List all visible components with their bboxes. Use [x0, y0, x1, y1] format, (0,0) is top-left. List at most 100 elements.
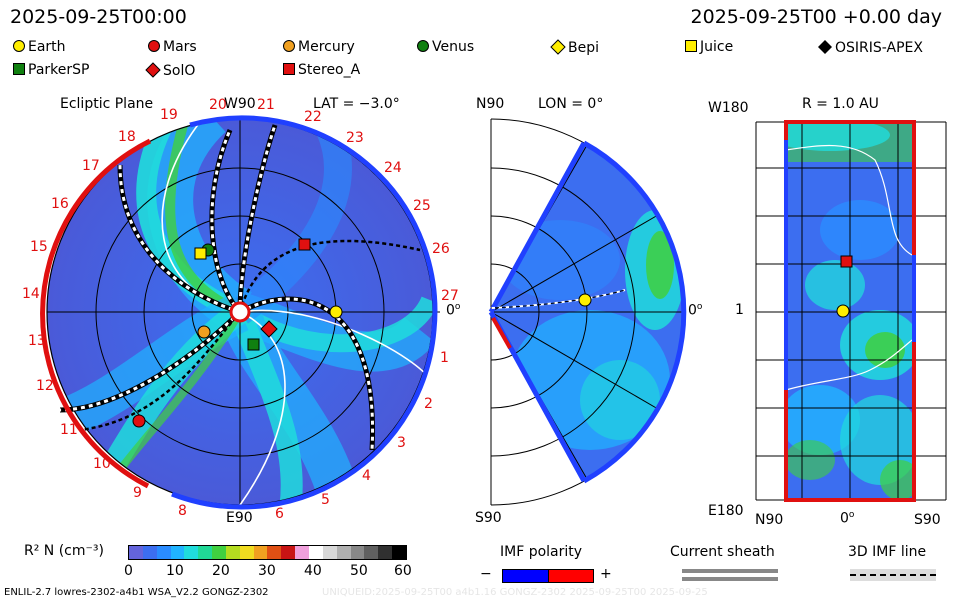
colorbar-tick: 0	[124, 563, 133, 579]
legend-item-solo: SolO	[145, 62, 195, 79]
carrington-label: 18	[118, 129, 136, 145]
solo-marker	[260, 320, 278, 338]
mars-marker	[132, 414, 146, 428]
imf-polarity-rim-left	[40, 138, 152, 489]
colorbar-swatch	[322, 546, 337, 559]
legend-item-mars: Mars	[147, 39, 197, 55]
ecliptic-right-label: 0o	[446, 302, 461, 319]
ecliptic-title: Ecliptic Plane	[60, 96, 154, 112]
carrington-label: 6	[275, 506, 284, 522]
carrington-label: 4	[362, 468, 371, 484]
legend-item-juice: Juice	[684, 39, 733, 55]
colorbar-swatch	[253, 546, 268, 559]
colorbar-swatch	[239, 546, 254, 559]
imf3d-swatch-line	[850, 574, 936, 576]
legend-item-bepi: Bepi	[550, 39, 599, 56]
colorbar-swatch	[281, 546, 296, 559]
colorbar-swatch	[212, 546, 226, 559]
juice-marker	[194, 247, 207, 260]
juice-marker-icon	[685, 40, 697, 52]
carrington-label: 21	[257, 97, 275, 113]
meridional-right-label: 0o	[688, 302, 703, 319]
earth-marker-meridional	[578, 293, 592, 307]
carrington-label: 15	[30, 239, 48, 255]
carrington-label: 27	[441, 288, 459, 304]
current-sheath-swatch-bottom	[682, 577, 778, 581]
carrington-label: 9	[133, 485, 142, 501]
legend-item-mercury: Mercury	[282, 39, 355, 55]
imf-polarity-plus: +	[600, 566, 612, 582]
colorbar-swatch	[364, 546, 379, 559]
earth-marker-sphere	[836, 304, 850, 318]
parkersp-marker-icon	[13, 63, 25, 75]
imf3d-title: 3D IMF line	[848, 544, 927, 560]
carrington-label: 1	[440, 350, 449, 366]
colorbar-swatch	[336, 546, 351, 559]
meridional-bottom-label: S90	[475, 510, 502, 526]
imf-polarity-positive-swatch	[548, 569, 594, 583]
timestamp-right: 2025-09-25T00 +0.00 day	[690, 6, 942, 28]
colorbar-tick: 50	[350, 563, 368, 579]
current-sheath-swatch-top	[682, 569, 778, 573]
meridional-imf-line	[490, 289, 626, 309]
carrington-label: 5	[321, 492, 330, 508]
current-sheath-lines	[59, 124, 421, 451]
meridional-red-edge	[491, 317, 512, 349]
legend-item-earth: Earth	[12, 39, 66, 55]
carrington-label: 3	[397, 435, 406, 451]
sphere-density	[786, 122, 914, 500]
imf-polarity-minus: −	[480, 566, 492, 582]
osiris-apex-marker-icon	[818, 40, 832, 54]
sphere-x-mid-label: 0o	[840, 510, 855, 527]
carrington-label: 17	[82, 158, 100, 174]
bepi-marker-icon	[550, 39, 566, 55]
imf-polarity-rim-right	[171, 115, 438, 510]
legend-label: Juice	[700, 39, 734, 55]
sphere-r-label: R = 1.0 AU	[802, 96, 879, 112]
colorbar-swatch	[308, 546, 323, 559]
carrington-label: 26	[432, 241, 450, 257]
sphere-mid-left-label: 1	[735, 302, 744, 318]
sphere-x-right-label: S90	[914, 512, 941, 528]
parkersp-marker	[247, 338, 260, 351]
legend-label: Stereo_A	[298, 62, 361, 78]
colorbar-tick: 40	[304, 563, 322, 579]
sphere-top-left-label: W180	[708, 100, 749, 116]
ecliptic-top-label: W90	[224, 96, 256, 112]
carrington-label: 22	[304, 109, 322, 125]
legend-item-stereo-a: Stereo_A	[282, 62, 360, 78]
colorbar-swatch	[156, 546, 171, 559]
colorbar-swatch	[267, 546, 282, 559]
colorbar-swatch	[295, 546, 309, 559]
legend-label: Venus	[432, 39, 475, 55]
legend-label: SolO	[163, 63, 196, 79]
legend-label: Mars	[163, 39, 197, 55]
ecliptic-bottom-label: E90	[226, 510, 253, 526]
mercury-marker-icon	[283, 40, 295, 52]
sphere-sheath-lower	[785, 339, 913, 391]
colorbar-swatch	[350, 546, 365, 559]
mars-marker-icon	[148, 40, 160, 52]
stereo-a-marker	[298, 238, 311, 251]
mercury-marker	[197, 325, 211, 339]
timestamp-left: 2025-09-25T00:00	[10, 6, 187, 28]
colorbar-tick: 60	[394, 563, 412, 579]
carrington-label: 25	[413, 198, 431, 214]
colorbar-swatch	[184, 546, 199, 559]
carrington-label: 14	[22, 286, 40, 302]
legend-label: OSIRIS-APEX	[835, 40, 923, 56]
legend-item-parkersp: ParkerSP	[12, 62, 89, 78]
carrington-label: 8	[178, 503, 187, 519]
colorbar-swatch	[378, 546, 393, 559]
colorbar-swatch	[198, 546, 213, 559]
sphere-bottom-left-label: E180	[708, 503, 744, 519]
legend-item-osiris-apex: OSIRIS-APEX	[817, 39, 923, 56]
carrington-label: 16	[51, 196, 69, 212]
carrington-label: 12	[36, 378, 54, 394]
colorbar-tick: 20	[212, 563, 230, 579]
colorbar-swatch	[142, 546, 157, 559]
colorbar-swatch	[170, 546, 185, 559]
